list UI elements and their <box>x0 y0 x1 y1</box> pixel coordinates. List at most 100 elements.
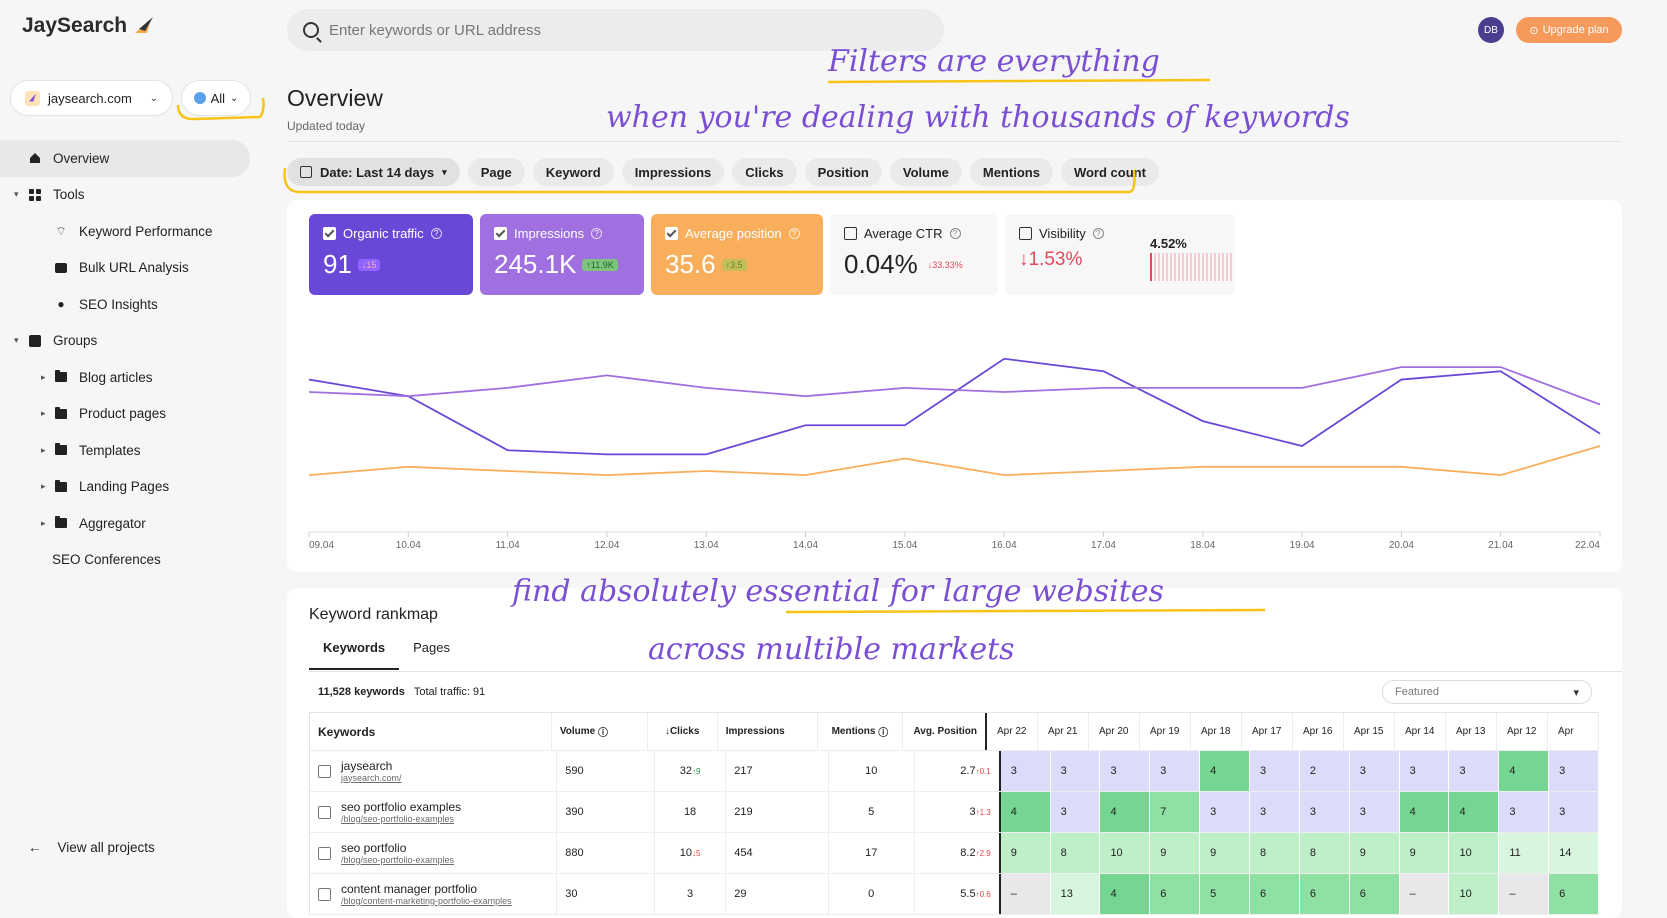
keyword-name[interactable]: jaysearch <box>341 758 393 773</box>
col-date[interactable]: Apr 18 <box>1191 713 1242 750</box>
help-icon[interactable]: ? <box>1092 228 1104 239</box>
rank-cell[interactable]: 3 <box>1250 792 1300 832</box>
keyword-url[interactable]: /blog/seo-portfolio-examples <box>341 854 455 865</box>
col-volume[interactable]: Volume ⓘ <box>552 713 648 750</box>
rank-cell[interactable]: 2 <box>1299 751 1350 791</box>
col-date[interactable]: Apr 22 <box>987 713 1038 750</box>
tab-pages[interactable]: Pages <box>413 640 451 655</box>
rank-cell[interactable]: 5 <box>1200 874 1251 914</box>
help-icon[interactable]: ? <box>430 228 442 239</box>
metric-visibility[interactable]: Visibility? ↓1.53% 4.52% <box>1005 214 1235 295</box>
checkbox-icon[interactable] <box>665 227 678 240</box>
search-bar[interactable]: Enter keywords or URL address <box>287 9 944 51</box>
col-date[interactable]: Apr 14 <box>1395 713 1446 750</box>
sidebar-item-keyword-performance[interactable]: ⌔ Keyword Performance <box>0 213 270 250</box>
metric-average-ctr[interactable]: Average CTR? 0.04% ↓33.33% <box>830 214 998 295</box>
col-date[interactable]: Apr 19 <box>1140 713 1191 750</box>
sidebar-item-aggregator[interactable]: ▸ Aggregator <box>0 505 270 542</box>
search-input[interactable]: Enter keywords or URL address <box>329 21 542 39</box>
col-date[interactable]: Apr 13 <box>1446 713 1497 750</box>
keyword-name[interactable]: seo portfolio examples <box>341 799 462 814</box>
rank-cell[interactable]: 9 <box>1150 833 1201 873</box>
rank-cell[interactable]: 10 <box>1449 874 1500 914</box>
rank-cell[interactable]: 9 <box>1349 833 1400 873</box>
rank-cell[interactable]: 7 <box>1150 792 1201 832</box>
keyword-name[interactable]: seo portfolio <box>341 840 407 855</box>
help-icon[interactable]: ? <box>591 228 603 239</box>
table-row[interactable]: seo portfolio examples/blog/seo-portfoli… <box>310 792 1600 833</box>
sidebar-item-blog-articles[interactable]: ▸ Blog articles <box>0 359 270 396</box>
rank-cell[interactable]: 3 <box>1349 751 1400 791</box>
col-date[interactable]: Apr 16 <box>1293 713 1344 750</box>
avatar[interactable]: DB <box>1478 17 1504 43</box>
rank-cell[interactable]: 4 <box>1200 751 1251 791</box>
rank-cell[interactable]: 3 <box>1299 792 1350 832</box>
sidebar-item-product-pages[interactable]: ▸ Product pages <box>0 396 270 433</box>
rank-cell[interactable]: 4 <box>1449 792 1500 832</box>
rank-cell[interactable]: 3 <box>1050 792 1101 832</box>
col-date[interactable]: Apr 15 <box>1344 713 1395 750</box>
checkbox-icon[interactable] <box>494 227 507 240</box>
sidebar-item-templates[interactable]: ▸ Templates <box>0 432 270 469</box>
rank-cell[interactable]: 3 <box>1499 792 1550 832</box>
col-clicks[interactable]: ↓Clicks <box>648 713 718 750</box>
metric-organic-traffic[interactable]: Organic traffic? 91 ↓15 <box>309 214 473 295</box>
rank-cell[interactable]: 9 <box>1000 833 1051 873</box>
metric-average-position[interactable]: Average position? 35.6 ↑3.5 <box>651 214 823 295</box>
sidebar-item-bulk-url[interactable]: Bulk URL Analysis <box>0 250 270 287</box>
rank-cell[interactable]: 3 <box>1250 751 1300 791</box>
series-line-impressions[interactable] <box>308 366 1601 406</box>
help-icon[interactable]: ? <box>788 228 800 239</box>
rank-cell[interactable]: 4 <box>1100 874 1151 914</box>
col-impressions[interactable]: Impressions <box>718 713 819 750</box>
row-checkbox[interactable] <box>318 887 331 901</box>
upgrade-button[interactable]: ⊙ Upgrade plan <box>1516 17 1622 43</box>
col-mentions[interactable]: Mentions ⓘ <box>818 713 903 750</box>
col-date[interactable]: Apr 20 <box>1089 713 1140 750</box>
col-keywords[interactable]: Keywords <box>310 713 552 750</box>
rank-cell[interactable]: 3 <box>1050 751 1101 791</box>
rank-cell[interactable]: 14 <box>1549 833 1600 873</box>
rank-cell[interactable]: 6 <box>1299 874 1350 914</box>
rank-cell[interactable]: 10 <box>1100 833 1151 873</box>
row-checkbox[interactable] <box>318 805 331 819</box>
rank-cell[interactable]: 4 <box>1100 792 1151 832</box>
checkbox-icon[interactable] <box>1019 227 1032 240</box>
table-row[interactable]: seo portfolio/blog/seo-portfolio-example… <box>310 833 1600 874</box>
sort-select[interactable]: Featured ▾ <box>1382 680 1592 704</box>
sidebar-item-landing-pages[interactable]: ▸ Landing Pages <box>0 469 270 506</box>
app-logo[interactable]: JaySearch <box>22 14 155 38</box>
rank-cell[interactable]: 9 <box>1200 833 1251 873</box>
rank-cell[interactable]: 6 <box>1349 874 1400 914</box>
col-date[interactable]: Apr 21 <box>1038 713 1089 750</box>
rank-cell[interactable]: 13 <box>1050 874 1101 914</box>
sidebar-item-seo-conferences[interactable]: SEO Conferences <box>0 542 270 579</box>
keyword-url[interactable]: /blog/content-marketing-portfolio-exampl… <box>341 895 512 906</box>
rank-cell[interactable]: 8 <box>1299 833 1350 873</box>
row-checkbox[interactable] <box>318 846 331 860</box>
sidebar-item-groups[interactable]: ▾ Groups <box>0 323 270 360</box>
tab-keywords[interactable]: Keywords <box>309 640 400 670</box>
rank-cell[interactable]: 3 <box>1349 792 1400 832</box>
rank-cell[interactable]: – <box>1399 874 1450 914</box>
rank-cell[interactable]: 6 <box>1549 874 1600 914</box>
rank-cell[interactable]: 3 <box>1449 751 1500 791</box>
rank-cell[interactable]: 8 <box>1050 833 1101 873</box>
rank-cell[interactable]: 11 <box>1499 833 1550 873</box>
table-row[interactable]: content manager portfolio/blog/content-m… <box>310 874 1600 915</box>
col-avg-position[interactable]: Avg. Position <box>903 713 987 750</box>
keyword-url[interactable]: jaysearch.com/ <box>341 772 402 783</box>
rank-cell[interactable]: 4 <box>1399 792 1450 832</box>
rank-cell[interactable]: 8 <box>1250 833 1300 873</box>
rank-cell[interactable]: 3 <box>1399 751 1450 791</box>
project-select[interactable]: jaysearch.com ⌄ <box>10 80 173 116</box>
sidebar-item-tools[interactable]: ▾ Tools <box>0 177 270 214</box>
rank-cell[interactable]: 3 <box>1100 751 1151 791</box>
col-date[interactable]: Apr <box>1548 713 1599 750</box>
rank-cell[interactable]: 9 <box>1399 833 1450 873</box>
row-checkbox[interactable] <box>318 764 331 778</box>
rank-cell[interactable]: 4 <box>1000 792 1051 832</box>
rank-cell[interactable]: 6 <box>1250 874 1300 914</box>
series-line-average-position[interactable] <box>308 445 1601 477</box>
rank-cell[interactable]: 3 <box>1000 751 1051 791</box>
